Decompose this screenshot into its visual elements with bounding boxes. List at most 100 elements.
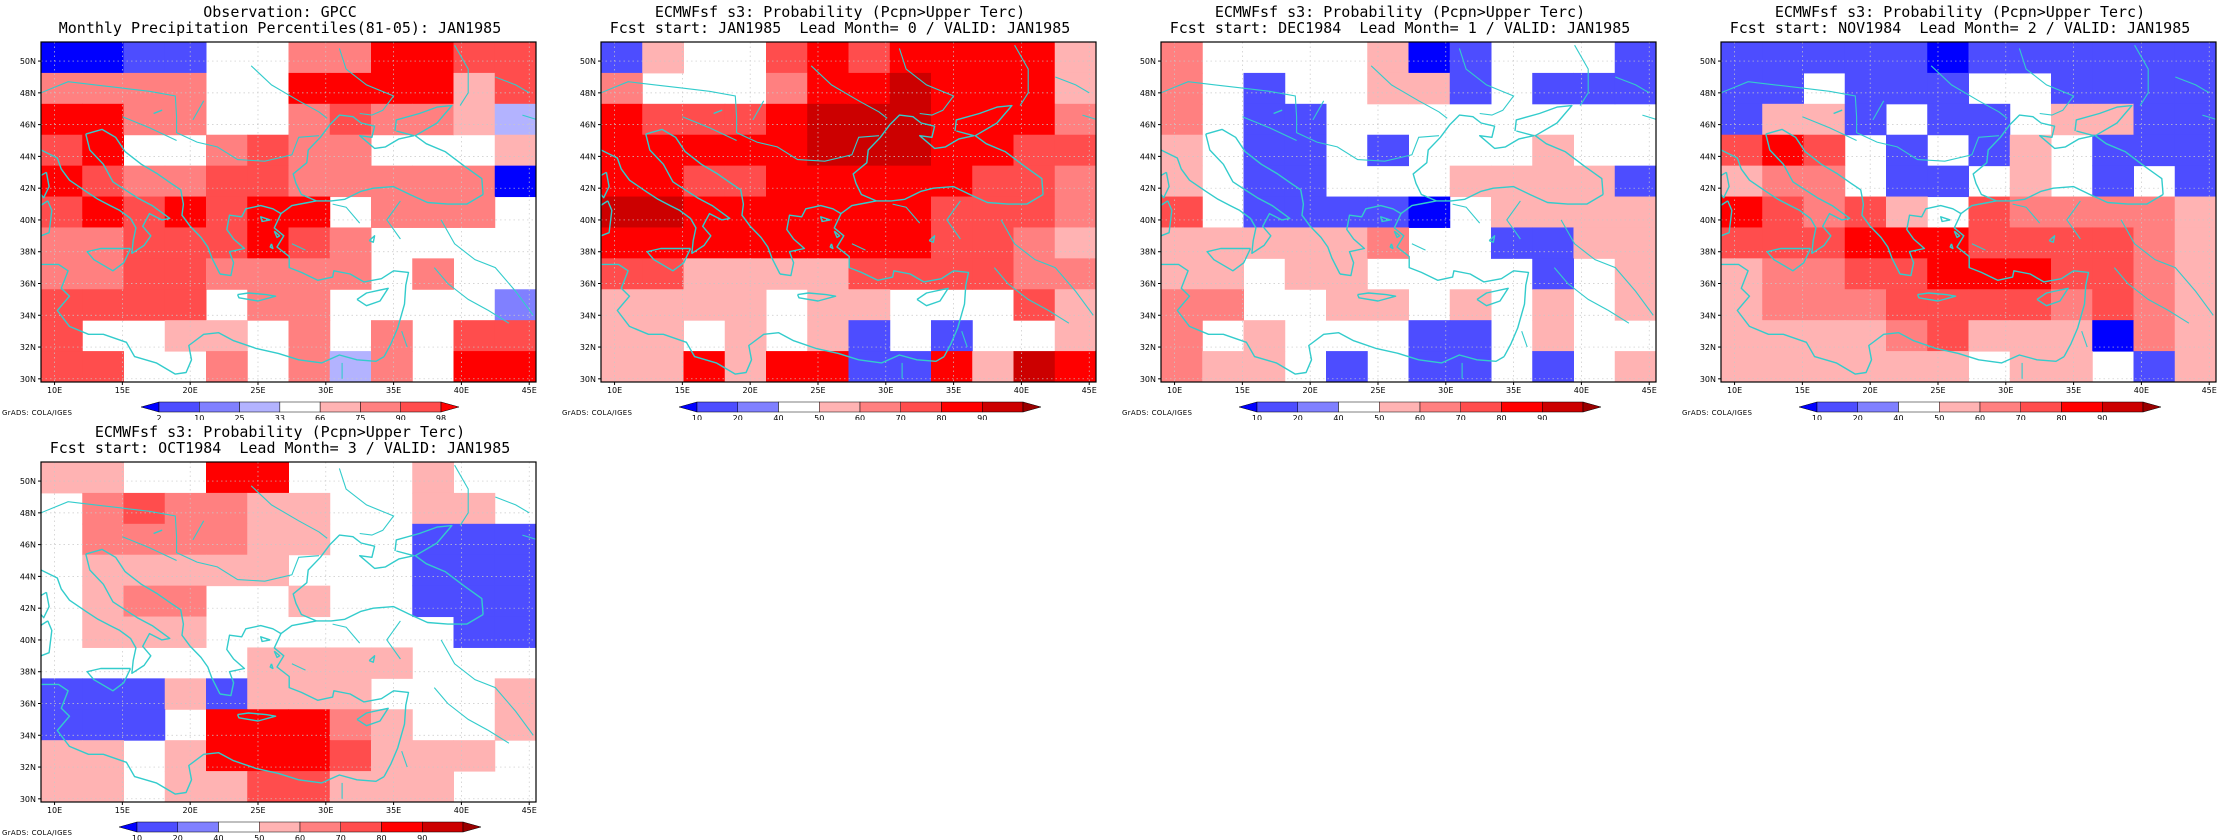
grid-cell bbox=[288, 740, 331, 772]
y-tick-label: 40N bbox=[20, 216, 36, 225]
grid-cell bbox=[453, 616, 496, 648]
grid-cell bbox=[2009, 134, 2052, 167]
coastline bbox=[269, 243, 274, 250]
grid-cell bbox=[2009, 227, 2052, 259]
y-tick-label: 36N bbox=[580, 279, 596, 288]
river bbox=[2175, 76, 2210, 94]
y-tick-label: 38N bbox=[1140, 248, 1156, 257]
coastline bbox=[1960, 185, 2164, 215]
grid-cell bbox=[601, 351, 643, 382]
grid-cell bbox=[288, 258, 331, 290]
grid-cell bbox=[1491, 227, 1533, 259]
coastline bbox=[645, 128, 781, 275]
grid-cell bbox=[889, 103, 932, 136]
y-tick-label: 46N bbox=[1700, 121, 1716, 130]
grid-cell bbox=[41, 72, 83, 105]
grid-cell bbox=[807, 351, 849, 382]
river bbox=[898, 48, 955, 116]
grid-cell bbox=[931, 103, 973, 136]
grid-cell bbox=[453, 523, 496, 556]
panel-forecast-lead-0: ECMWFsf s3: Probability (Pcpn>Upper Terc… bbox=[560, 0, 1120, 420]
grid-cell bbox=[1532, 227, 1574, 259]
river bbox=[1452, 203, 1481, 224]
grid-cell bbox=[1054, 134, 1096, 167]
colorbar-swatch bbox=[1939, 401, 1981, 413]
grid-cell bbox=[1614, 227, 1656, 259]
coastline bbox=[1940, 216, 1951, 223]
coastline bbox=[1949, 243, 1954, 250]
grid-cell bbox=[164, 42, 207, 74]
x-tick-label: 30E bbox=[878, 386, 893, 395]
coastline bbox=[41, 620, 53, 657]
y-tick-label: 34N bbox=[20, 731, 36, 740]
x-tick-label: 25E bbox=[1930, 386, 1945, 395]
grid-cell bbox=[371, 103, 413, 136]
graticule bbox=[1721, 42, 2216, 382]
coastline bbox=[852, 114, 975, 202]
grid-cell bbox=[724, 165, 767, 198]
grid-cell bbox=[724, 258, 767, 290]
x-tick-label: 20E bbox=[183, 386, 198, 395]
grid-cell bbox=[683, 134, 726, 167]
grid-cell bbox=[329, 647, 372, 679]
grid-cell bbox=[848, 351, 891, 382]
coastline bbox=[1721, 133, 1851, 254]
grid-cell bbox=[288, 72, 331, 105]
coastline bbox=[1721, 200, 1733, 237]
river bbox=[851, 243, 866, 251]
grid-cell bbox=[82, 771, 124, 802]
grid-cell bbox=[1532, 289, 1574, 321]
coastline bbox=[916, 287, 949, 307]
colorbar-end-low bbox=[678, 401, 698, 413]
x-tick-label: 40E bbox=[1014, 386, 1029, 395]
grid-cell bbox=[848, 320, 891, 352]
grid-cell bbox=[1161, 320, 1203, 352]
panel-title: Observation: GPCC bbox=[203, 3, 357, 21]
river bbox=[433, 267, 510, 324]
grid-cell bbox=[1803, 42, 1846, 74]
colorbar-label: 10 bbox=[692, 414, 702, 420]
colorbar-label: 60 bbox=[1415, 414, 1425, 420]
grid-cell bbox=[766, 165, 808, 198]
grid-cell bbox=[2174, 103, 2216, 136]
rivers bbox=[41, 44, 536, 379]
grid-cell bbox=[247, 134, 289, 167]
river bbox=[495, 76, 530, 94]
grid-cell bbox=[247, 740, 289, 772]
river bbox=[433, 687, 510, 744]
coastline bbox=[796, 292, 837, 302]
grid-cell bbox=[164, 523, 207, 556]
coastline bbox=[1833, 109, 1843, 115]
colorbar-label: 40 bbox=[1333, 414, 1343, 420]
grid-cell bbox=[2092, 258, 2134, 290]
colorbar-swatch bbox=[2020, 401, 2062, 413]
y-tick-label: 44N bbox=[1700, 152, 1716, 161]
grid-cell bbox=[1844, 351, 1887, 382]
colorbar-label: 90 bbox=[2097, 414, 2107, 420]
coastline bbox=[779, 204, 970, 357]
river bbox=[386, 200, 401, 240]
y-tick-label: 46N bbox=[580, 121, 596, 130]
coastline bbox=[2048, 235, 2056, 243]
colorbar-end-high bbox=[1022, 401, 1042, 413]
grid-cell bbox=[724, 103, 767, 136]
grid-cell bbox=[642, 258, 684, 290]
grid-cell bbox=[2133, 42, 2176, 74]
grid-cell bbox=[247, 165, 289, 198]
grid-cell bbox=[1927, 72, 1969, 105]
colorbar-end-high bbox=[440, 401, 460, 413]
graticule bbox=[1161, 42, 1656, 382]
grid-cell bbox=[766, 42, 808, 74]
grid-cell bbox=[412, 165, 454, 198]
grid-cell bbox=[1284, 258, 1327, 290]
y-tick-label: 48N bbox=[580, 89, 596, 98]
grid-cell bbox=[164, 492, 207, 525]
river bbox=[454, 44, 469, 106]
x-tick-label: 40E bbox=[2134, 386, 2149, 395]
grid-cell bbox=[848, 42, 891, 74]
grid-cell bbox=[82, 678, 124, 710]
coastline bbox=[1953, 230, 1961, 239]
colorbar-label: 2 bbox=[156, 414, 161, 420]
grid-cell bbox=[288, 227, 331, 259]
river bbox=[1082, 114, 1096, 120]
